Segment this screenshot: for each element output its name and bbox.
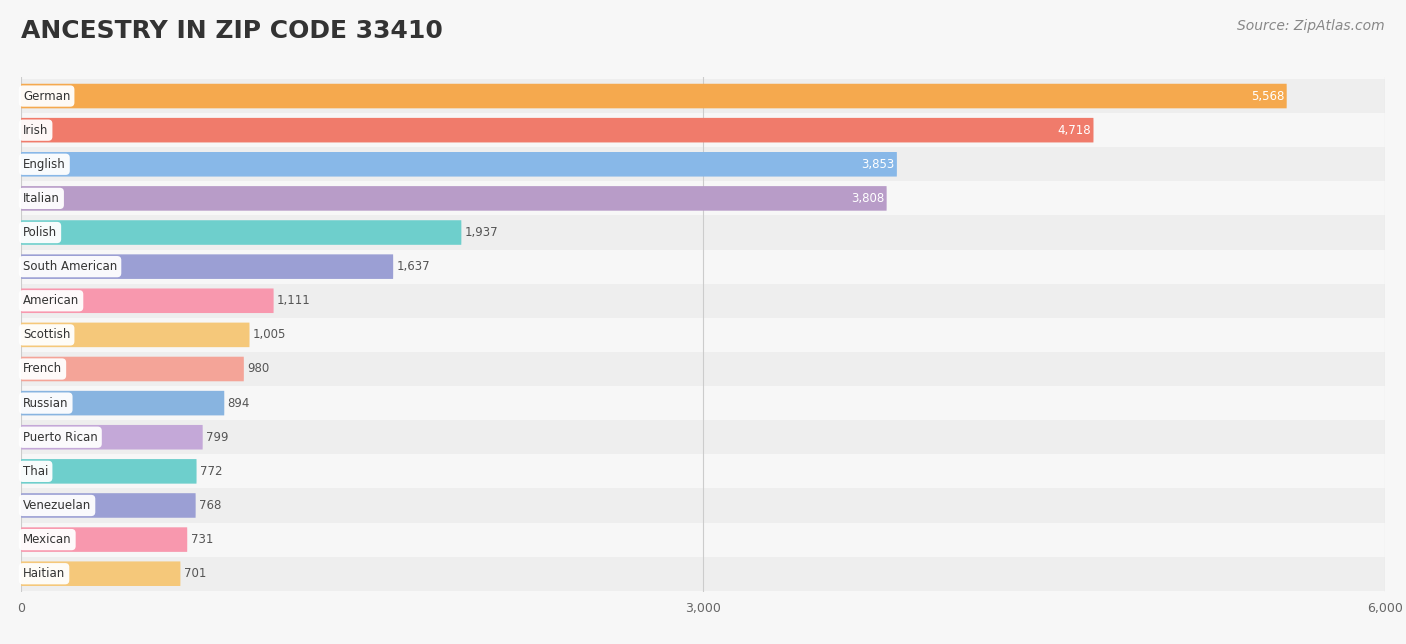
Bar [21, 522, 1385, 556]
Text: 980: 980 [247, 363, 270, 375]
Text: 5,568: 5,568 [1251, 90, 1285, 102]
Text: 701: 701 [184, 567, 207, 580]
Bar [21, 147, 1385, 182]
FancyBboxPatch shape [21, 220, 461, 245]
Text: 3,808: 3,808 [851, 192, 884, 205]
FancyBboxPatch shape [21, 459, 197, 484]
FancyBboxPatch shape [21, 493, 195, 518]
Text: ANCESTRY IN ZIP CODE 33410: ANCESTRY IN ZIP CODE 33410 [21, 19, 443, 43]
Bar [21, 216, 1385, 250]
FancyBboxPatch shape [21, 357, 243, 381]
Bar [21, 420, 1385, 454]
FancyBboxPatch shape [21, 527, 187, 552]
Text: 799: 799 [207, 431, 229, 444]
Bar [21, 488, 1385, 522]
Text: Mexican: Mexican [22, 533, 72, 546]
FancyBboxPatch shape [21, 289, 274, 313]
Bar [21, 284, 1385, 318]
Text: 1,005: 1,005 [253, 328, 287, 341]
Text: Italian: Italian [22, 192, 60, 205]
Text: 1,637: 1,637 [396, 260, 430, 273]
FancyBboxPatch shape [21, 562, 180, 586]
Text: Puerto Rican: Puerto Rican [22, 431, 97, 444]
Bar [21, 556, 1385, 591]
Text: Haitian: Haitian [22, 567, 65, 580]
FancyBboxPatch shape [21, 118, 1094, 142]
Bar [21, 182, 1385, 216]
FancyBboxPatch shape [21, 84, 1286, 108]
Bar [21, 79, 1385, 113]
Bar [21, 318, 1385, 352]
Text: 3,853: 3,853 [862, 158, 894, 171]
Text: Irish: Irish [22, 124, 48, 137]
Text: Polish: Polish [22, 226, 58, 239]
Text: South American: South American [22, 260, 117, 273]
Bar [21, 250, 1385, 284]
Text: Thai: Thai [22, 465, 48, 478]
Text: Source: ZipAtlas.com: Source: ZipAtlas.com [1237, 19, 1385, 33]
FancyBboxPatch shape [21, 152, 897, 176]
FancyBboxPatch shape [21, 391, 225, 415]
Bar [21, 113, 1385, 147]
Text: Venezuelan: Venezuelan [22, 499, 91, 512]
FancyBboxPatch shape [21, 425, 202, 450]
Text: 731: 731 [191, 533, 214, 546]
FancyBboxPatch shape [21, 254, 394, 279]
Text: 4,718: 4,718 [1057, 124, 1091, 137]
Text: 772: 772 [200, 465, 222, 478]
FancyBboxPatch shape [21, 186, 887, 211]
Bar [21, 386, 1385, 420]
Text: 768: 768 [200, 499, 221, 512]
Text: German: German [22, 90, 70, 102]
Bar [21, 454, 1385, 488]
Text: American: American [22, 294, 79, 307]
Text: French: French [22, 363, 62, 375]
Text: 894: 894 [228, 397, 250, 410]
FancyBboxPatch shape [21, 323, 249, 347]
Text: 1,111: 1,111 [277, 294, 311, 307]
Text: Russian: Russian [22, 397, 69, 410]
Text: Scottish: Scottish [22, 328, 70, 341]
Text: English: English [22, 158, 66, 171]
Text: 1,937: 1,937 [465, 226, 498, 239]
Bar [21, 352, 1385, 386]
